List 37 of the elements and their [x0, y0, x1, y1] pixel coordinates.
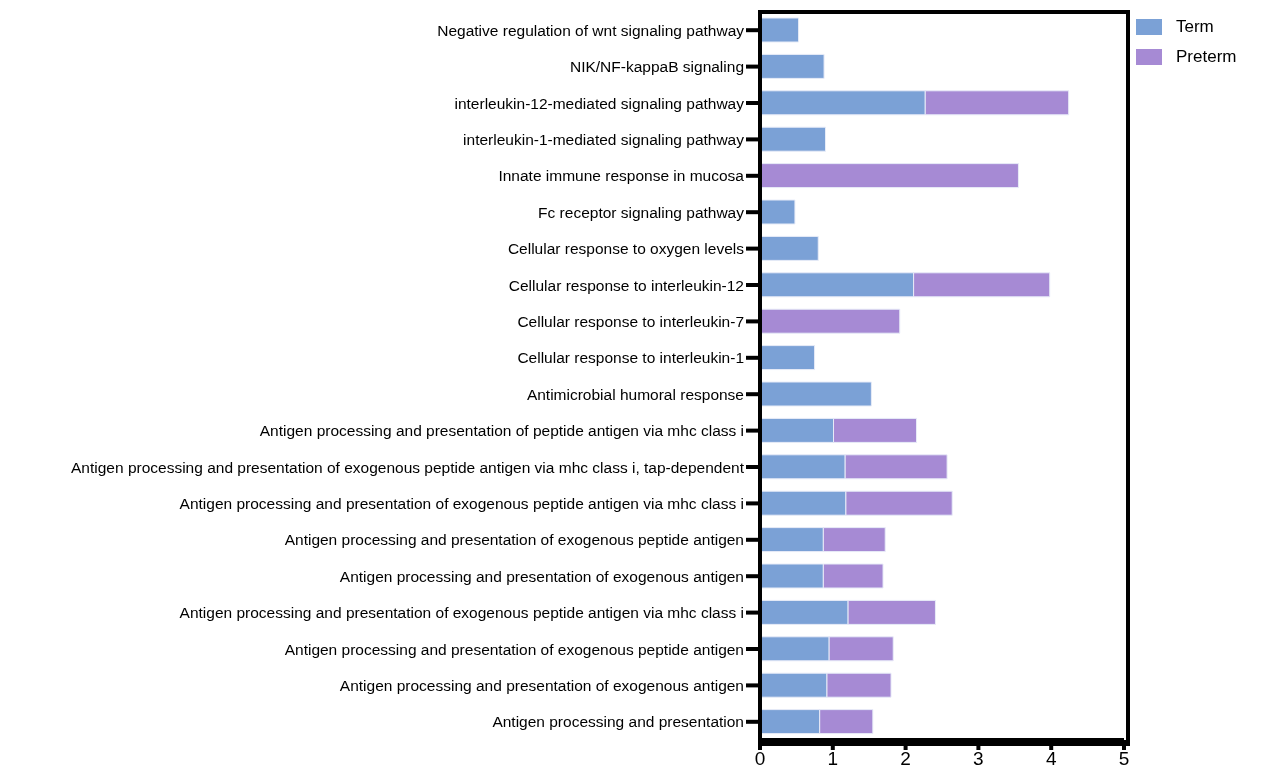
y-tick-label: Innate immune response in mucosa [498, 167, 745, 185]
y-tick-label: Antigen processing and presentation of exogenous antigen [339, 567, 744, 585]
bar [760, 199, 796, 225]
bar [760, 163, 1019, 189]
y-tick-label: Cellular response to oxygen levels [507, 240, 745, 258]
x-tick-label: 4 [1045, 748, 1057, 770]
y-tick-label: Antigen processing and presentation of exogenous peptide antigen via mhc class i, tap-dependent [71, 458, 745, 476]
bar [760, 345, 816, 371]
y-tick-label: NIK/NF-kappaB signaling [569, 58, 744, 76]
y-tick-label: Cellular response to interleukin-7 [517, 312, 744, 330]
y-tick-label: Cellular response to interleukin-1 [517, 349, 744, 367]
y-tick-label: Fc receptor signaling pathway [538, 203, 745, 221]
y-tick-label: Antigen processing and presentation of exogenous peptide antigen [284, 531, 744, 549]
y-tick-label: Negative regulation of wnt signaling pathway [437, 21, 745, 39]
legend-label: Term [1176, 16, 1214, 38]
y-tick-label: Antigen processing and presentation of exogenous peptide antigen via mhc class i [179, 604, 744, 622]
y-tick-label: Cellular response to interleukin-12 [508, 276, 744, 294]
y-tick-label: Antigen processing and presentation of exogenous peptide antigen via mhc class i [179, 494, 744, 512]
y-tick-label: Antimicrobial humoral response [526, 385, 744, 403]
legend-label: Preterm [1176, 46, 1237, 68]
y-tick-label: interleukin-1-mediated signaling pathway [463, 130, 745, 148]
x-tick-label: 3 [973, 748, 984, 770]
y-tick-label: Antigen processing and presentation of exogenous peptide antigen [284, 640, 744, 658]
bar [760, 126, 827, 152]
bar [760, 308, 901, 334]
x-tick-label: 1 [827, 748, 839, 770]
bar [760, 381, 872, 407]
bar [760, 235, 819, 261]
y-tick-label: Antigen processing and presentation of peptide antigen via mhc class i [259, 422, 744, 440]
y-tick-label: Antigen processing and presentation of exogenous antigen [339, 676, 744, 694]
x-tick-label: 0 [754, 748, 766, 770]
bar [760, 53, 825, 79]
y-tick-label: Antigen processing and presentation [492, 713, 744, 731]
bar [760, 17, 800, 43]
y-tick-label: interleukin-12-mediated signaling pathway [454, 94, 745, 112]
x-tick-label: 2 [900, 748, 911, 770]
x-tick-label: 5 [1118, 748, 1130, 770]
